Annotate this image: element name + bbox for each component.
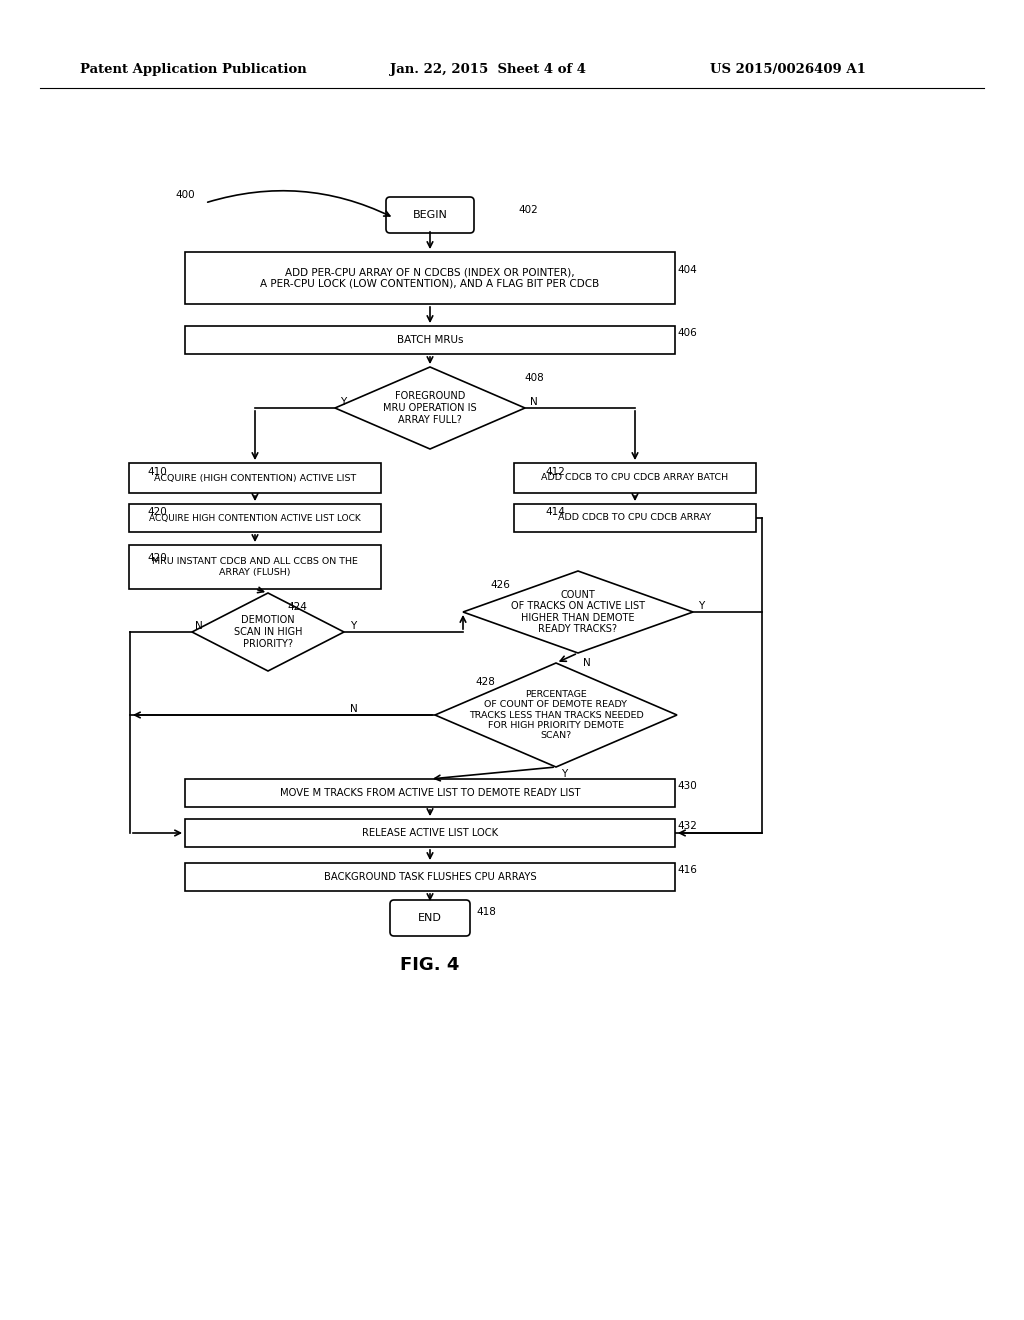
Polygon shape [435,663,677,767]
FancyBboxPatch shape [185,779,675,807]
Text: Jan. 22, 2015  Sheet 4 of 4: Jan. 22, 2015 Sheet 4 of 4 [390,63,586,77]
FancyBboxPatch shape [129,545,381,589]
FancyBboxPatch shape [129,463,381,492]
Text: Y: Y [350,620,356,631]
Text: FIG. 4: FIG. 4 [400,956,460,974]
Polygon shape [463,572,693,653]
Text: 412: 412 [545,467,565,477]
Text: FOREGROUND
MRU OPERATION IS
ARRAY FULL?: FOREGROUND MRU OPERATION IS ARRAY FULL? [383,392,477,425]
Text: 400: 400 [175,190,195,201]
Text: BATCH MRUs: BATCH MRUs [396,335,463,345]
Text: DEMOTION
SCAN IN HIGH
PRIORITY?: DEMOTION SCAN IN HIGH PRIORITY? [233,615,302,648]
Text: 414: 414 [545,507,565,517]
Text: Patent Application Publication: Patent Application Publication [80,63,307,77]
FancyBboxPatch shape [185,252,675,304]
FancyBboxPatch shape [129,504,381,532]
Text: MRU INSTANT CDCB AND ALL CCBS ON THE
ARRAY (FLUSH): MRU INSTANT CDCB AND ALL CCBS ON THE ARR… [152,557,358,577]
Text: COUNT
OF TRACKS ON ACTIVE LIST
HIGHER THAN DEMOTE
READY TRACKS?: COUNT OF TRACKS ON ACTIVE LIST HIGHER TH… [511,590,645,635]
Polygon shape [335,367,525,449]
Text: ACQUIRE HIGH CONTENTION ACTIVE LIST LOCK: ACQUIRE HIGH CONTENTION ACTIVE LIST LOCK [150,513,360,523]
Text: ADD PER-CPU ARRAY OF N CDCBS (INDEX OR POINTER),
A PER-CPU LOCK (LOW CONTENTION): ADD PER-CPU ARRAY OF N CDCBS (INDEX OR P… [260,267,600,289]
Polygon shape [193,593,344,671]
Text: 420: 420 [147,553,167,564]
FancyBboxPatch shape [185,818,675,847]
Text: 418: 418 [476,907,496,917]
Text: PERCENTAGE
OF COUNT OF DEMOTE READY
TRACKS LESS THAN TRACKS NEEDED
FOR HIGH PRIO: PERCENTAGE OF COUNT OF DEMOTE READY TRAC… [469,689,643,741]
Text: MOVE M TRACKS FROM ACTIVE LIST TO DEMOTE READY LIST: MOVE M TRACKS FROM ACTIVE LIST TO DEMOTE… [280,788,581,799]
Text: 410: 410 [147,467,167,477]
Text: N: N [583,657,591,668]
Text: Y: Y [340,397,346,407]
Text: 402: 402 [518,205,538,215]
FancyBboxPatch shape [185,863,675,891]
Text: ADD CDCB TO CPU CDCB ARRAY: ADD CDCB TO CPU CDCB ARRAY [558,513,712,523]
Text: RELEASE ACTIVE LIST LOCK: RELEASE ACTIVE LIST LOCK [361,828,498,838]
FancyBboxPatch shape [386,197,474,234]
Text: N: N [195,620,203,631]
FancyBboxPatch shape [514,504,756,532]
Text: N: N [350,704,357,714]
Text: ADD CDCB TO CPU CDCB ARRAY BATCH: ADD CDCB TO CPU CDCB ARRAY BATCH [542,474,728,483]
Text: Y: Y [561,770,567,779]
Text: Y: Y [698,601,705,611]
Text: 416: 416 [677,865,697,875]
Text: N: N [530,397,538,407]
Text: 432: 432 [677,821,697,832]
Text: 430: 430 [677,781,696,791]
Text: 428: 428 [475,677,495,686]
Text: BACKGROUND TASK FLUSHES CPU ARRAYS: BACKGROUND TASK FLUSHES CPU ARRAYS [324,873,537,882]
Text: 408: 408 [524,374,544,383]
Text: BEGIN: BEGIN [413,210,447,220]
Text: ACQUIRE (HIGH CONTENTION) ACTIVE LIST: ACQUIRE (HIGH CONTENTION) ACTIVE LIST [154,474,356,483]
Text: 424: 424 [287,602,307,612]
Text: 420: 420 [147,507,167,517]
FancyBboxPatch shape [185,326,675,354]
Text: 406: 406 [677,327,696,338]
FancyBboxPatch shape [514,463,756,492]
Text: 426: 426 [490,579,510,590]
FancyBboxPatch shape [390,900,470,936]
Text: END: END [418,913,442,923]
Text: US 2015/0026409 A1: US 2015/0026409 A1 [710,63,866,77]
Text: 404: 404 [677,265,696,275]
